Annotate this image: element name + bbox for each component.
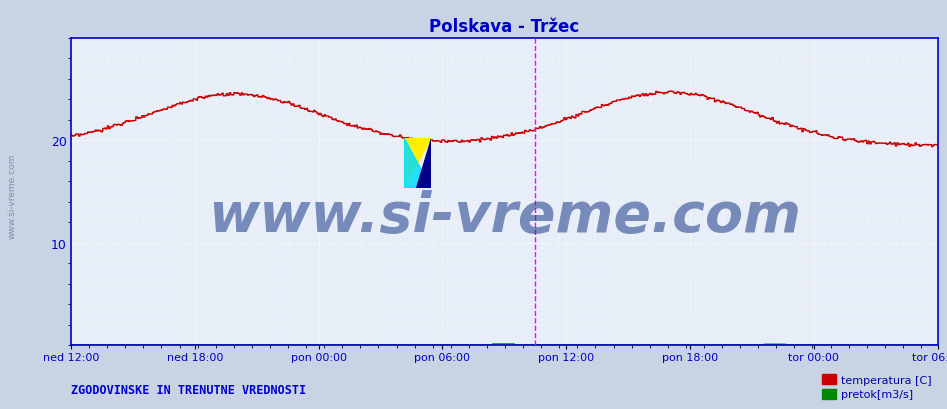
Polygon shape [417, 139, 431, 188]
Polygon shape [404, 139, 431, 188]
Text: www.si-vreme.com: www.si-vreme.com [8, 154, 17, 239]
Legend: temperatura [C], pretok[m3/s]: temperatura [C], pretok[m3/s] [822, 375, 932, 399]
Text: www.si-vreme.com: www.si-vreme.com [207, 190, 801, 244]
Text: ZGODOVINSKE IN TRENUTNE VREDNOSTI: ZGODOVINSKE IN TRENUTNE VREDNOSTI [71, 383, 306, 396]
Title: Polskava - Tržec: Polskava - Tržec [429, 18, 580, 36]
Polygon shape [404, 139, 431, 188]
